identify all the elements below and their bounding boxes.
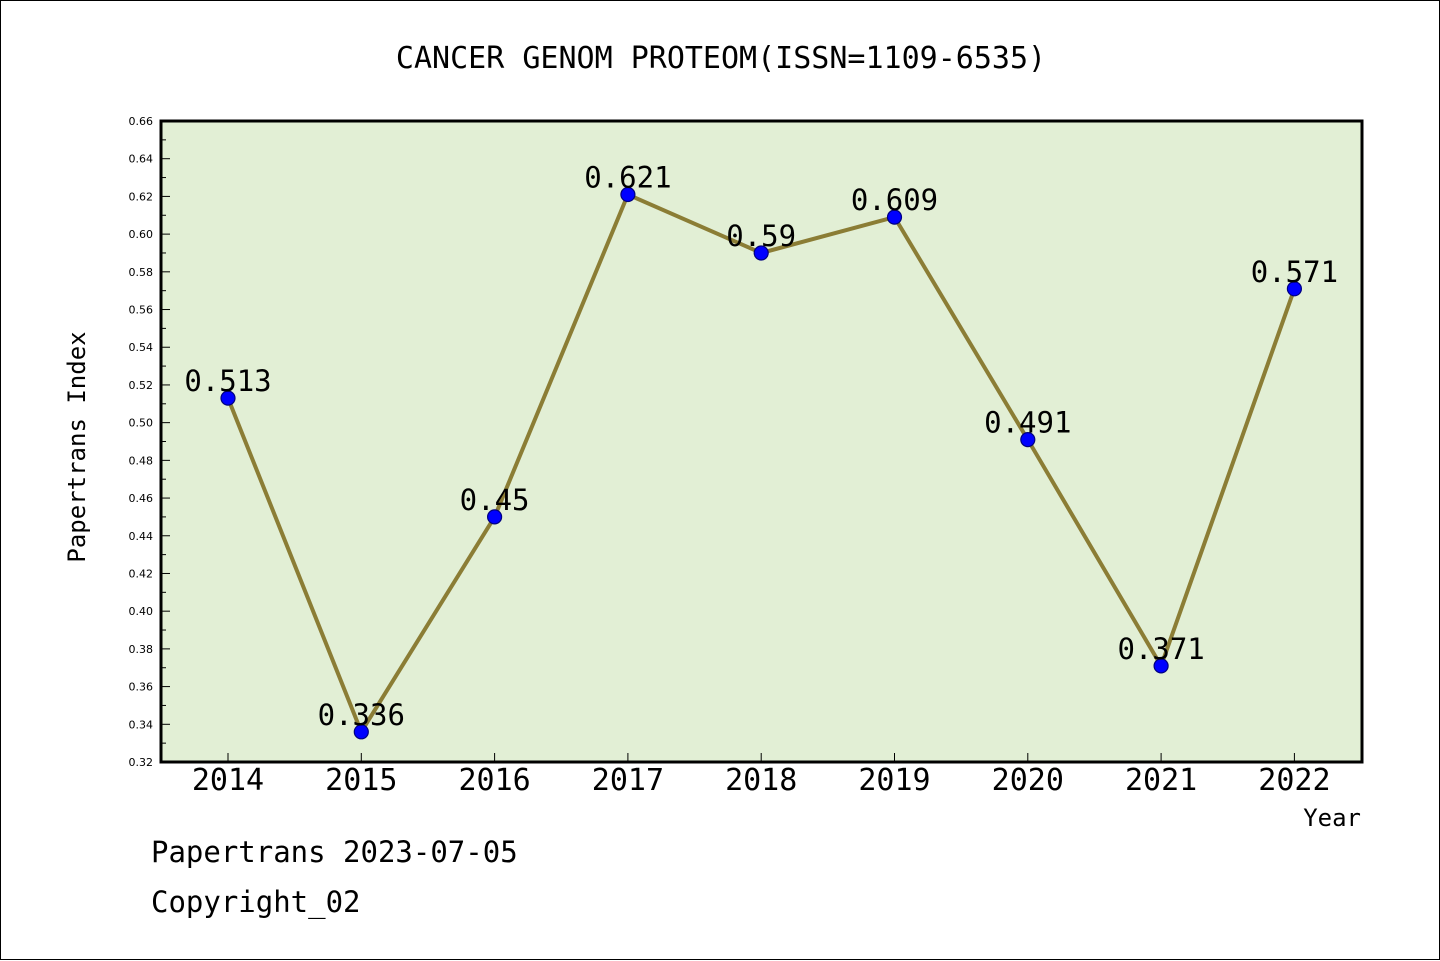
x-axis-label: Year (1303, 804, 1361, 832)
x-tick-label: 2022 (1258, 763, 1330, 798)
plot-area (159, 119, 1364, 764)
y-tick-label: 0.50 (129, 417, 154, 430)
y-axis-ticks: 0.32 0.34 0.36 0.38 0.40 0.42 0.44 0.46 0.48 0.50… (129, 115, 170, 769)
x-tick-label: 2014 (192, 763, 264, 798)
data-labels-group: 0.513 0.336 0.45 0.621 0.59 0.609 0.491 0.371 0.… (184, 161, 1338, 732)
data-label: 0.513 (184, 364, 271, 398)
y-tick-label: 0.46 (129, 492, 154, 505)
footer-copyright: Copyright_02 (151, 885, 361, 919)
x-tick-label: 2016 (458, 763, 530, 798)
data-point-marker (886, 209, 903, 225)
data-point-marker (753, 245, 769, 261)
y-tick-label: 0.66 (129, 115, 154, 128)
data-label: 0.491 (984, 406, 1071, 440)
data-label: 0.571 (1251, 255, 1338, 289)
y-tick-label: 0.36 (129, 681, 154, 694)
chart-title: CANCER GENOM PROTEOM(ISSN=1109-6535) (396, 41, 1046, 76)
data-label: 0.336 (318, 698, 405, 732)
y-tick-label: 0.54 (129, 341, 154, 354)
x-tick-label: 2018 (725, 763, 797, 798)
data-label: 0.609 (851, 183, 938, 217)
x-tick-label: 2017 (592, 763, 664, 798)
data-label: 0.621 (584, 161, 671, 195)
data-label: 0.59 (726, 219, 796, 253)
y-tick-label: 0.60 (129, 228, 154, 241)
data-point-marker (1286, 281, 1303, 297)
y-tick-label: 0.44 (129, 530, 154, 543)
x-tick-label: 2021 (1125, 763, 1197, 798)
y-tick-label: 0.32 (129, 756, 154, 769)
y-tick-label: 0.40 (129, 605, 154, 618)
data-point-marker (1153, 658, 1169, 674)
data-point-marker (620, 186, 636, 203)
footer-date: Papertrans 2023-07-05 (151, 835, 518, 869)
x-tick-label: 2019 (858, 763, 930, 798)
y-axis-label: Papertrans Index (63, 331, 91, 562)
y-tick-label: 0.38 (129, 643, 154, 656)
y-tick-label: 0.58 (129, 266, 154, 279)
data-point-marker (353, 724, 369, 740)
data-point-marker (220, 390, 236, 406)
data-label: 0.45 (460, 483, 530, 517)
y-tick-label: 0.52 (129, 379, 154, 392)
data-point-marker (487, 509, 503, 525)
markers-group (220, 186, 1303, 740)
data-point-marker (1020, 432, 1036, 448)
y-tick-label: 0.48 (129, 454, 154, 467)
y-tick-label: 0.62 (129, 190, 154, 203)
x-tick-label: 2015 (325, 763, 397, 798)
data-label: 0.371 (1117, 632, 1204, 666)
y-tick-label: 0.64 (129, 153, 154, 166)
y-tick-label: 0.42 (129, 567, 154, 580)
y-tick-label: 0.56 (129, 304, 154, 317)
x-tick-label: 2020 (992, 763, 1064, 798)
y-tick-label: 0.34 (129, 718, 154, 731)
x-axis-ticks: 2014 2015 2016 2017 2018 2019 2020 2021 2022 (192, 753, 1331, 798)
